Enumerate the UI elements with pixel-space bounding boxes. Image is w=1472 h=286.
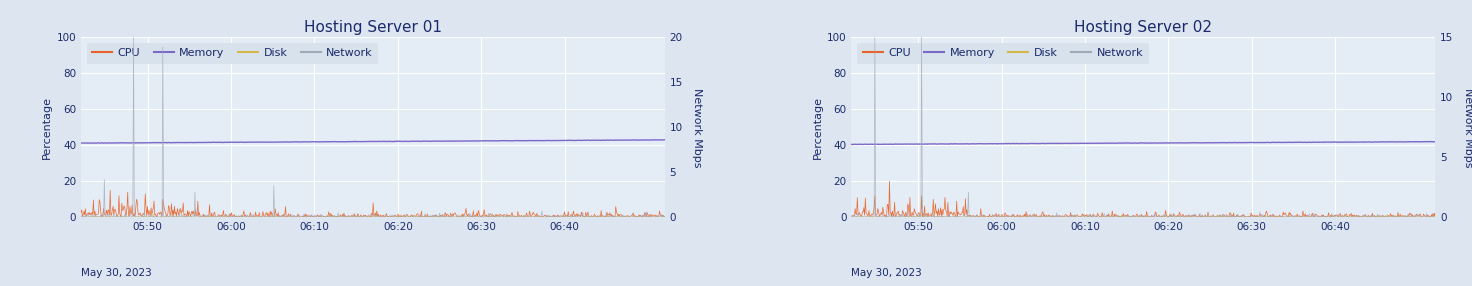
Legend: CPU, Memory, Disk, Network: CPU, Memory, Disk, Network xyxy=(87,43,378,64)
Text: May 30, 2023: May 30, 2023 xyxy=(81,268,152,278)
Legend: CPU, Memory, Disk, Network: CPU, Memory, Disk, Network xyxy=(857,43,1148,64)
Title: Hosting Server 02: Hosting Server 02 xyxy=(1075,20,1213,35)
Y-axis label: Percentage: Percentage xyxy=(43,96,53,159)
Y-axis label: Network Mbps: Network Mbps xyxy=(692,88,702,167)
Y-axis label: Network Mbps: Network Mbps xyxy=(1463,88,1472,167)
Y-axis label: Percentage: Percentage xyxy=(813,96,823,159)
Title: Hosting Server 01: Hosting Server 01 xyxy=(303,20,442,35)
Text: May 30, 2023: May 30, 2023 xyxy=(851,268,923,278)
